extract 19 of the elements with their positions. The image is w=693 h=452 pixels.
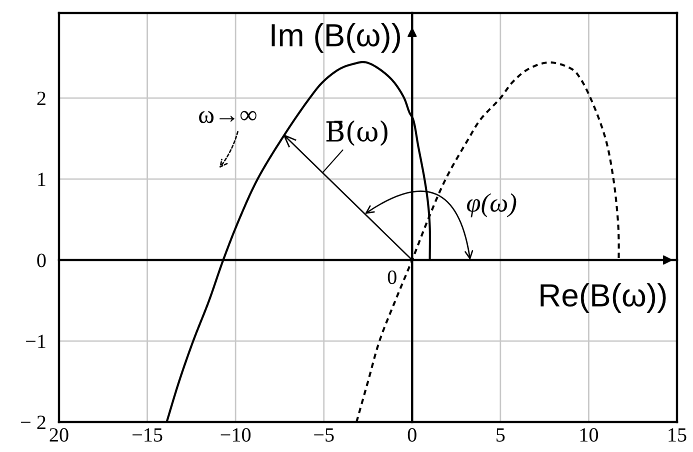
y-tick-label: 2 bbox=[37, 92, 46, 106]
x-tick-label: 20 bbox=[50, 428, 68, 442]
x-tick-label: −5 bbox=[314, 428, 334, 442]
annotation: 0 bbox=[388, 270, 396, 284]
x-tick-label: 10 bbox=[580, 428, 598, 442]
x-tick-label: −15 bbox=[132, 428, 162, 442]
annotation: φ(ω) bbox=[466, 193, 516, 218]
annotation: B̄(ω) bbox=[326, 120, 388, 146]
x-tick-label: 5 bbox=[496, 428, 505, 442]
y-tick-label: 0 bbox=[37, 254, 46, 268]
x-tick-label: 0 bbox=[408, 428, 416, 442]
x-tick-label: 15 bbox=[668, 428, 686, 442]
y-tick-label: − 2 bbox=[21, 416, 46, 429]
x-tick-label: −10 bbox=[220, 428, 251, 442]
y-tick-label: −1 bbox=[26, 334, 46, 348]
y-axis-title: Im (B(ω)) bbox=[272, 23, 400, 53]
annotation: ω→∞ bbox=[199, 110, 256, 124]
x-axis-title: Re(B(ω)) bbox=[540, 283, 666, 313]
y-tick-label: 1 bbox=[38, 172, 46, 186]
